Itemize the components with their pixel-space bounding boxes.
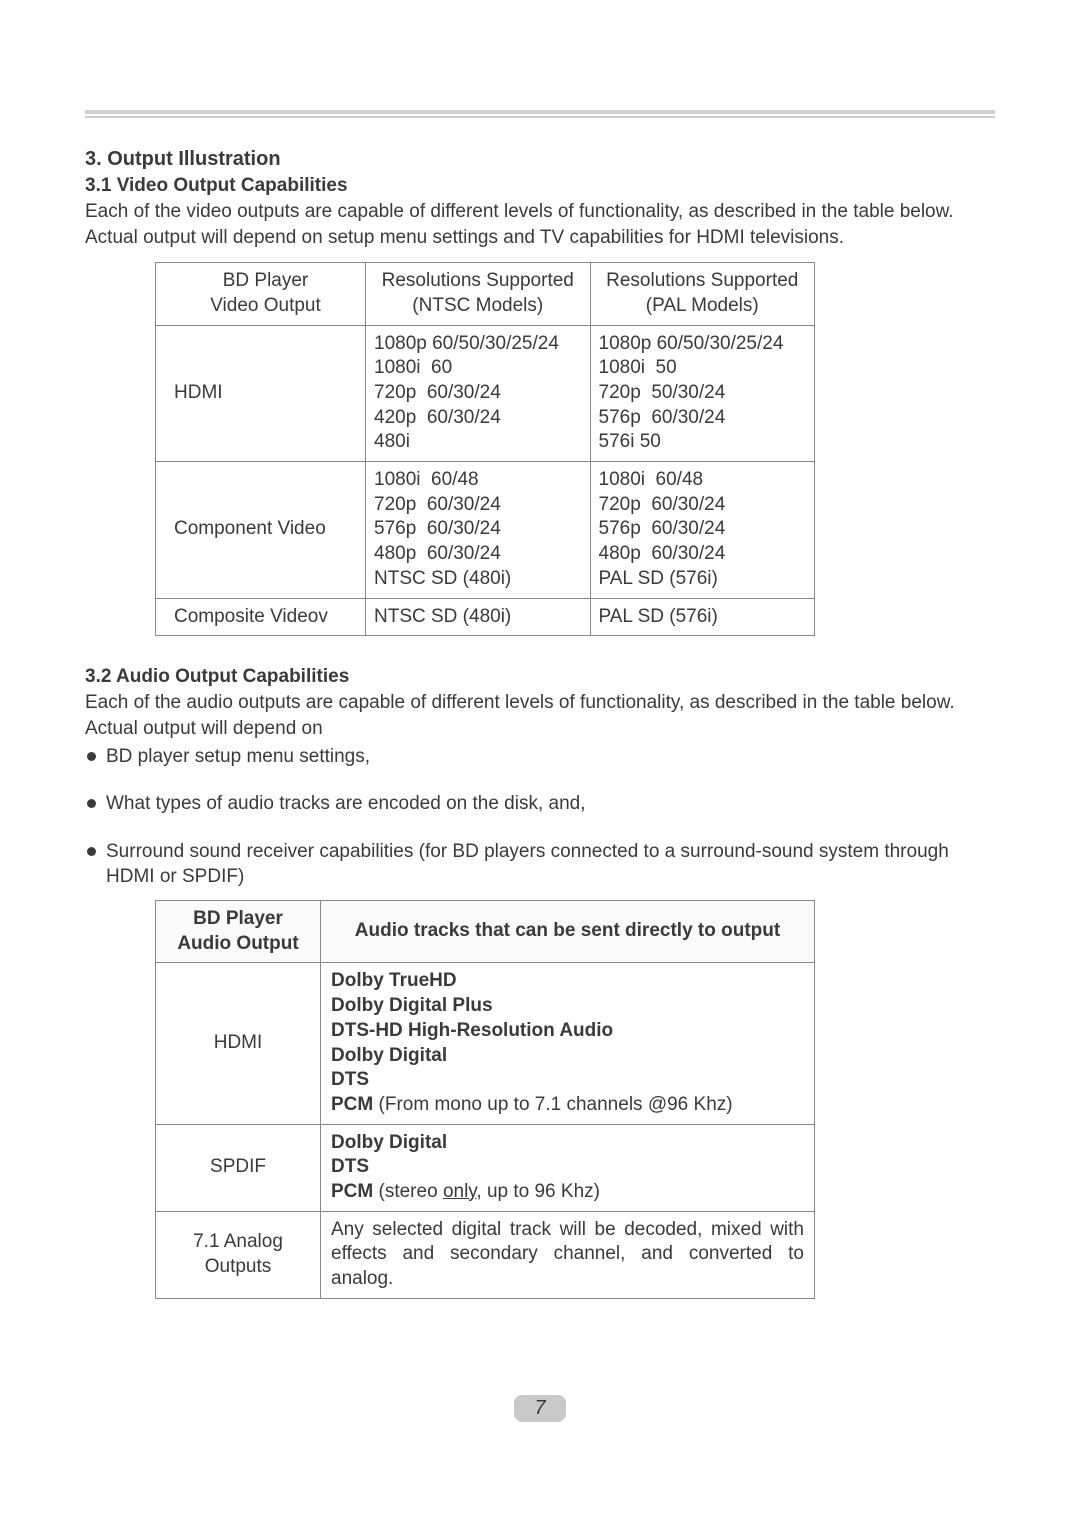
video-table-cell: PAL SD (576i) bbox=[590, 598, 815, 636]
video-table-cell: Component Video bbox=[156, 462, 366, 598]
bullet-text: BD player setup menu settings, bbox=[106, 744, 995, 770]
bullet-item: Surround sound receiver capabilities (fo… bbox=[87, 839, 995, 890]
video-table-cell: 1080p 60/50/30/25/24 1080i 50 720p 50/30… bbox=[590, 325, 815, 461]
audio-table-tracks: Dolby DigitalDTSPCM (stereo only, up to … bbox=[321, 1124, 815, 1211]
bullet-dot-icon bbox=[87, 847, 96, 856]
page-number: 7 bbox=[514, 1395, 565, 1422]
video-table-header: Resolutions Supported (PAL Models) bbox=[590, 263, 815, 325]
video-output-table: BD Player Video OutputResolutions Suppor… bbox=[155, 262, 815, 636]
audio-table-output: SPDIF bbox=[156, 1124, 321, 1211]
page-number-wrap: 7 bbox=[0, 1395, 1080, 1422]
audio-table-output: HDMI bbox=[156, 963, 321, 1124]
audio-table-tracks: Any selected digital track will be decod… bbox=[321, 1211, 815, 1298]
video-table-cell: NTSC SD (480i) bbox=[366, 598, 591, 636]
video-table-cell: 1080p 60/50/30/25/24 1080i 60 720p 60/30… bbox=[366, 325, 591, 461]
audio-output-table: BD Player Audio OutputAudio tracks that … bbox=[155, 900, 815, 1299]
section-heading: 3. Output Illustration bbox=[85, 148, 995, 171]
bullet-item: What types of audio tracks are encoded o… bbox=[87, 791, 995, 817]
video-table-header: Resolutions Supported (NTSC Models) bbox=[366, 263, 591, 325]
video-table-cell: 1080i 60/48 720p 60/30/24 576p 60/30/24 … bbox=[590, 462, 815, 598]
audio-subheading: 3.2 Audio Output Capabilities bbox=[85, 666, 995, 688]
video-table-cell: 1080i 60/48 720p 60/30/24 576p 60/30/24 … bbox=[366, 462, 591, 598]
bullet-text: Surround sound receiver capabilities (fo… bbox=[106, 839, 995, 890]
audio-table-output: 7.1 Analog Outputs bbox=[156, 1211, 321, 1298]
top-rule bbox=[85, 110, 995, 118]
video-table-header: BD Player Video Output bbox=[156, 263, 366, 325]
video-table-cell: HDMI bbox=[156, 325, 366, 461]
video-subheading: 3.1 Video Output Capabilities bbox=[85, 175, 995, 197]
audio-table-header: Audio tracks that can be sent directly t… bbox=[321, 901, 815, 963]
video-intro: Each of the video outputs are capable of… bbox=[85, 199, 995, 250]
audio-bullets: BD player setup menu settings, What types… bbox=[85, 744, 995, 891]
bullet-text: What types of audio tracks are encoded o… bbox=[106, 791, 995, 817]
video-table-cell: Composite Videov bbox=[156, 598, 366, 636]
audio-intro: Each of the audio outputs are capable of… bbox=[85, 690, 995, 741]
audio-table-header: BD Player Audio Output bbox=[156, 901, 321, 963]
bullet-dot-icon bbox=[87, 799, 96, 808]
audio-table-tracks: Dolby TrueHDDolby Digital PlusDTS-HD Hig… bbox=[321, 963, 815, 1124]
bullet-dot-icon bbox=[87, 752, 96, 761]
bullet-item: BD player setup menu settings, bbox=[87, 744, 995, 770]
